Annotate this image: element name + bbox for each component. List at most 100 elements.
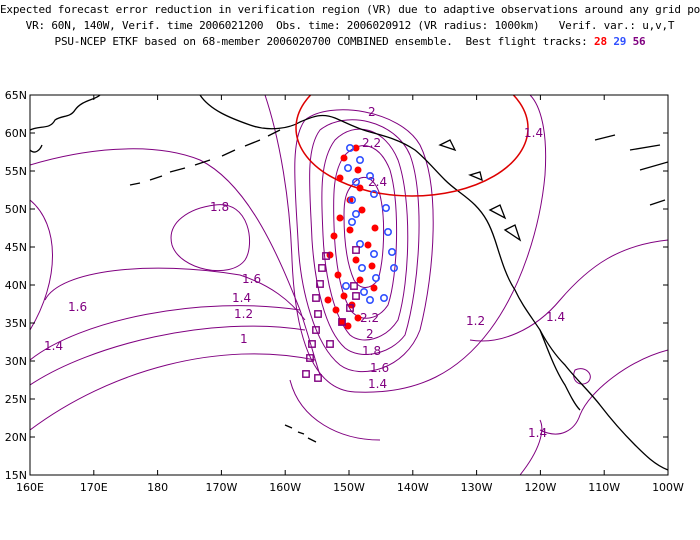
contour-label: 1.6 [242,272,261,286]
track-56-marker [352,292,360,300]
lat-tick-label: 45N [5,241,27,254]
lat-tick-label: 65N [5,89,27,102]
lat-tick-label: 20N [5,431,27,444]
lat-tick-label: 60N [5,127,27,140]
lon-tick-label: 150W [333,481,365,494]
track-28-marker [370,284,378,292]
coastlines [30,95,668,471]
track-56-marker [308,340,316,348]
lon-tick-label: 100W [652,481,684,494]
track-28-marker [356,184,364,192]
coast-alaska-islands [438,139,522,242]
track-28-marker [358,206,366,214]
track-56-marker [338,318,346,326]
contour-label: 2.4 [368,175,387,189]
track-28-marker [332,306,340,314]
contour-label: 2.2 [362,136,381,150]
track-28-marker [334,271,342,279]
track-56-marker [352,246,360,254]
track-29-marker [359,287,368,296]
track-29-marker [381,204,390,213]
track-29-marker [355,240,364,249]
contour-1p6-west [44,267,306,321]
track-56-marker [314,310,322,318]
lon-tick-label: 170W [205,481,237,494]
track-56-marker [306,354,314,362]
lon-tick-label: 120W [524,481,556,494]
track-28-marker [354,314,362,322]
track-28-marker [336,214,344,222]
lon-tick-label: 110W [588,481,620,494]
lon-tick-label: 160W [269,481,301,494]
coast-kamchatka-south [30,144,43,153]
contour-1p2-east [469,239,668,342]
contour-label: 1.8 [210,200,229,214]
contour-label: 1.4 [528,426,547,440]
track-29-marker [369,190,378,199]
lat-tick-label: 40N [5,279,27,292]
lat-tick-label: 15N [5,469,27,482]
track-28-marker [352,144,360,152]
track-28-marker [340,292,348,300]
track-29-marker [371,273,380,282]
track-28-marker [346,226,354,234]
track-28-marker [340,154,348,162]
title-line-3-text: PSU-NCEP ETKF based on 68-member 2006020… [54,35,588,48]
contour-label: 1.2 [466,314,485,328]
track-28-marker [368,262,376,270]
coast-hawaii [284,424,317,443]
track-56-marker [312,294,320,302]
track-56-marker [350,282,358,290]
track-id-28: 28 [594,35,607,48]
contour-label: 2.2 [360,311,379,325]
lat-tick-label: 35N [5,317,27,330]
contour-1p4-south [519,419,543,475]
lon-tick-label: 130W [461,481,493,494]
track-29-marker [357,263,366,272]
track-28-marker [324,296,332,304]
contour-1p6-ring [294,109,434,373]
track-56-marker [316,280,324,288]
track-29-marker [365,295,374,304]
contour-1p8-west [170,204,251,272]
contour-1p2-west [30,148,321,376]
track-28-marker [346,196,354,204]
lon-tick-label: 180 [147,481,168,494]
title-line-1: Expected forecast error reduction in ver… [0,3,700,16]
contour-1p4-east-inner [573,368,591,385]
track-29-marker [351,178,360,187]
lon-tick-label: 140W [397,481,429,494]
contour-1p4-east [539,349,668,435]
track-56-marker [326,340,334,348]
track-28-marker [356,276,364,284]
track-29-marker [365,172,374,181]
contour-label: 1.4 [368,377,387,391]
track-29-marker [351,210,360,219]
coast-kamchatka [30,95,101,131]
contour-label: 1.6 [370,361,389,375]
contour-lines [30,95,668,475]
track-id-56: 56 [632,35,646,48]
contour-1p4-mid [30,305,301,361]
track-id-29: 29 [613,35,627,48]
contour-1p6-south [289,379,381,441]
lat-tick-label: 50N [5,203,27,216]
track-29-marker [379,293,388,302]
contour-1p2-mid [30,325,306,386]
verification-region-circle [295,95,529,197]
contour-label: 2 [368,105,376,119]
track-29-marker [341,281,350,290]
contour-label: 1.4 [524,126,543,140]
contour-1p8-ring [309,119,420,355]
title-line-3: PSU-NCEP ETKF based on 68-member 2006020… [0,35,700,48]
contour-2-ring [321,128,409,341]
contour-label-group: 1.8 1.6 1.4 1.2 1 1.6 1.4 2 2.2 2.4 2.2 … [44,105,565,440]
lat-tick-label: 55N [5,165,27,178]
contour-1-west [30,353,316,431]
flight-track-markers [302,144,398,382]
contour-label: 1.8 [362,344,381,358]
track-56-marker [312,326,320,334]
track-29-marker [355,156,364,165]
map-axes: 160E 170E 180 170W 160W 150W 140W 130W 120W 110W 1… [5,89,684,494]
